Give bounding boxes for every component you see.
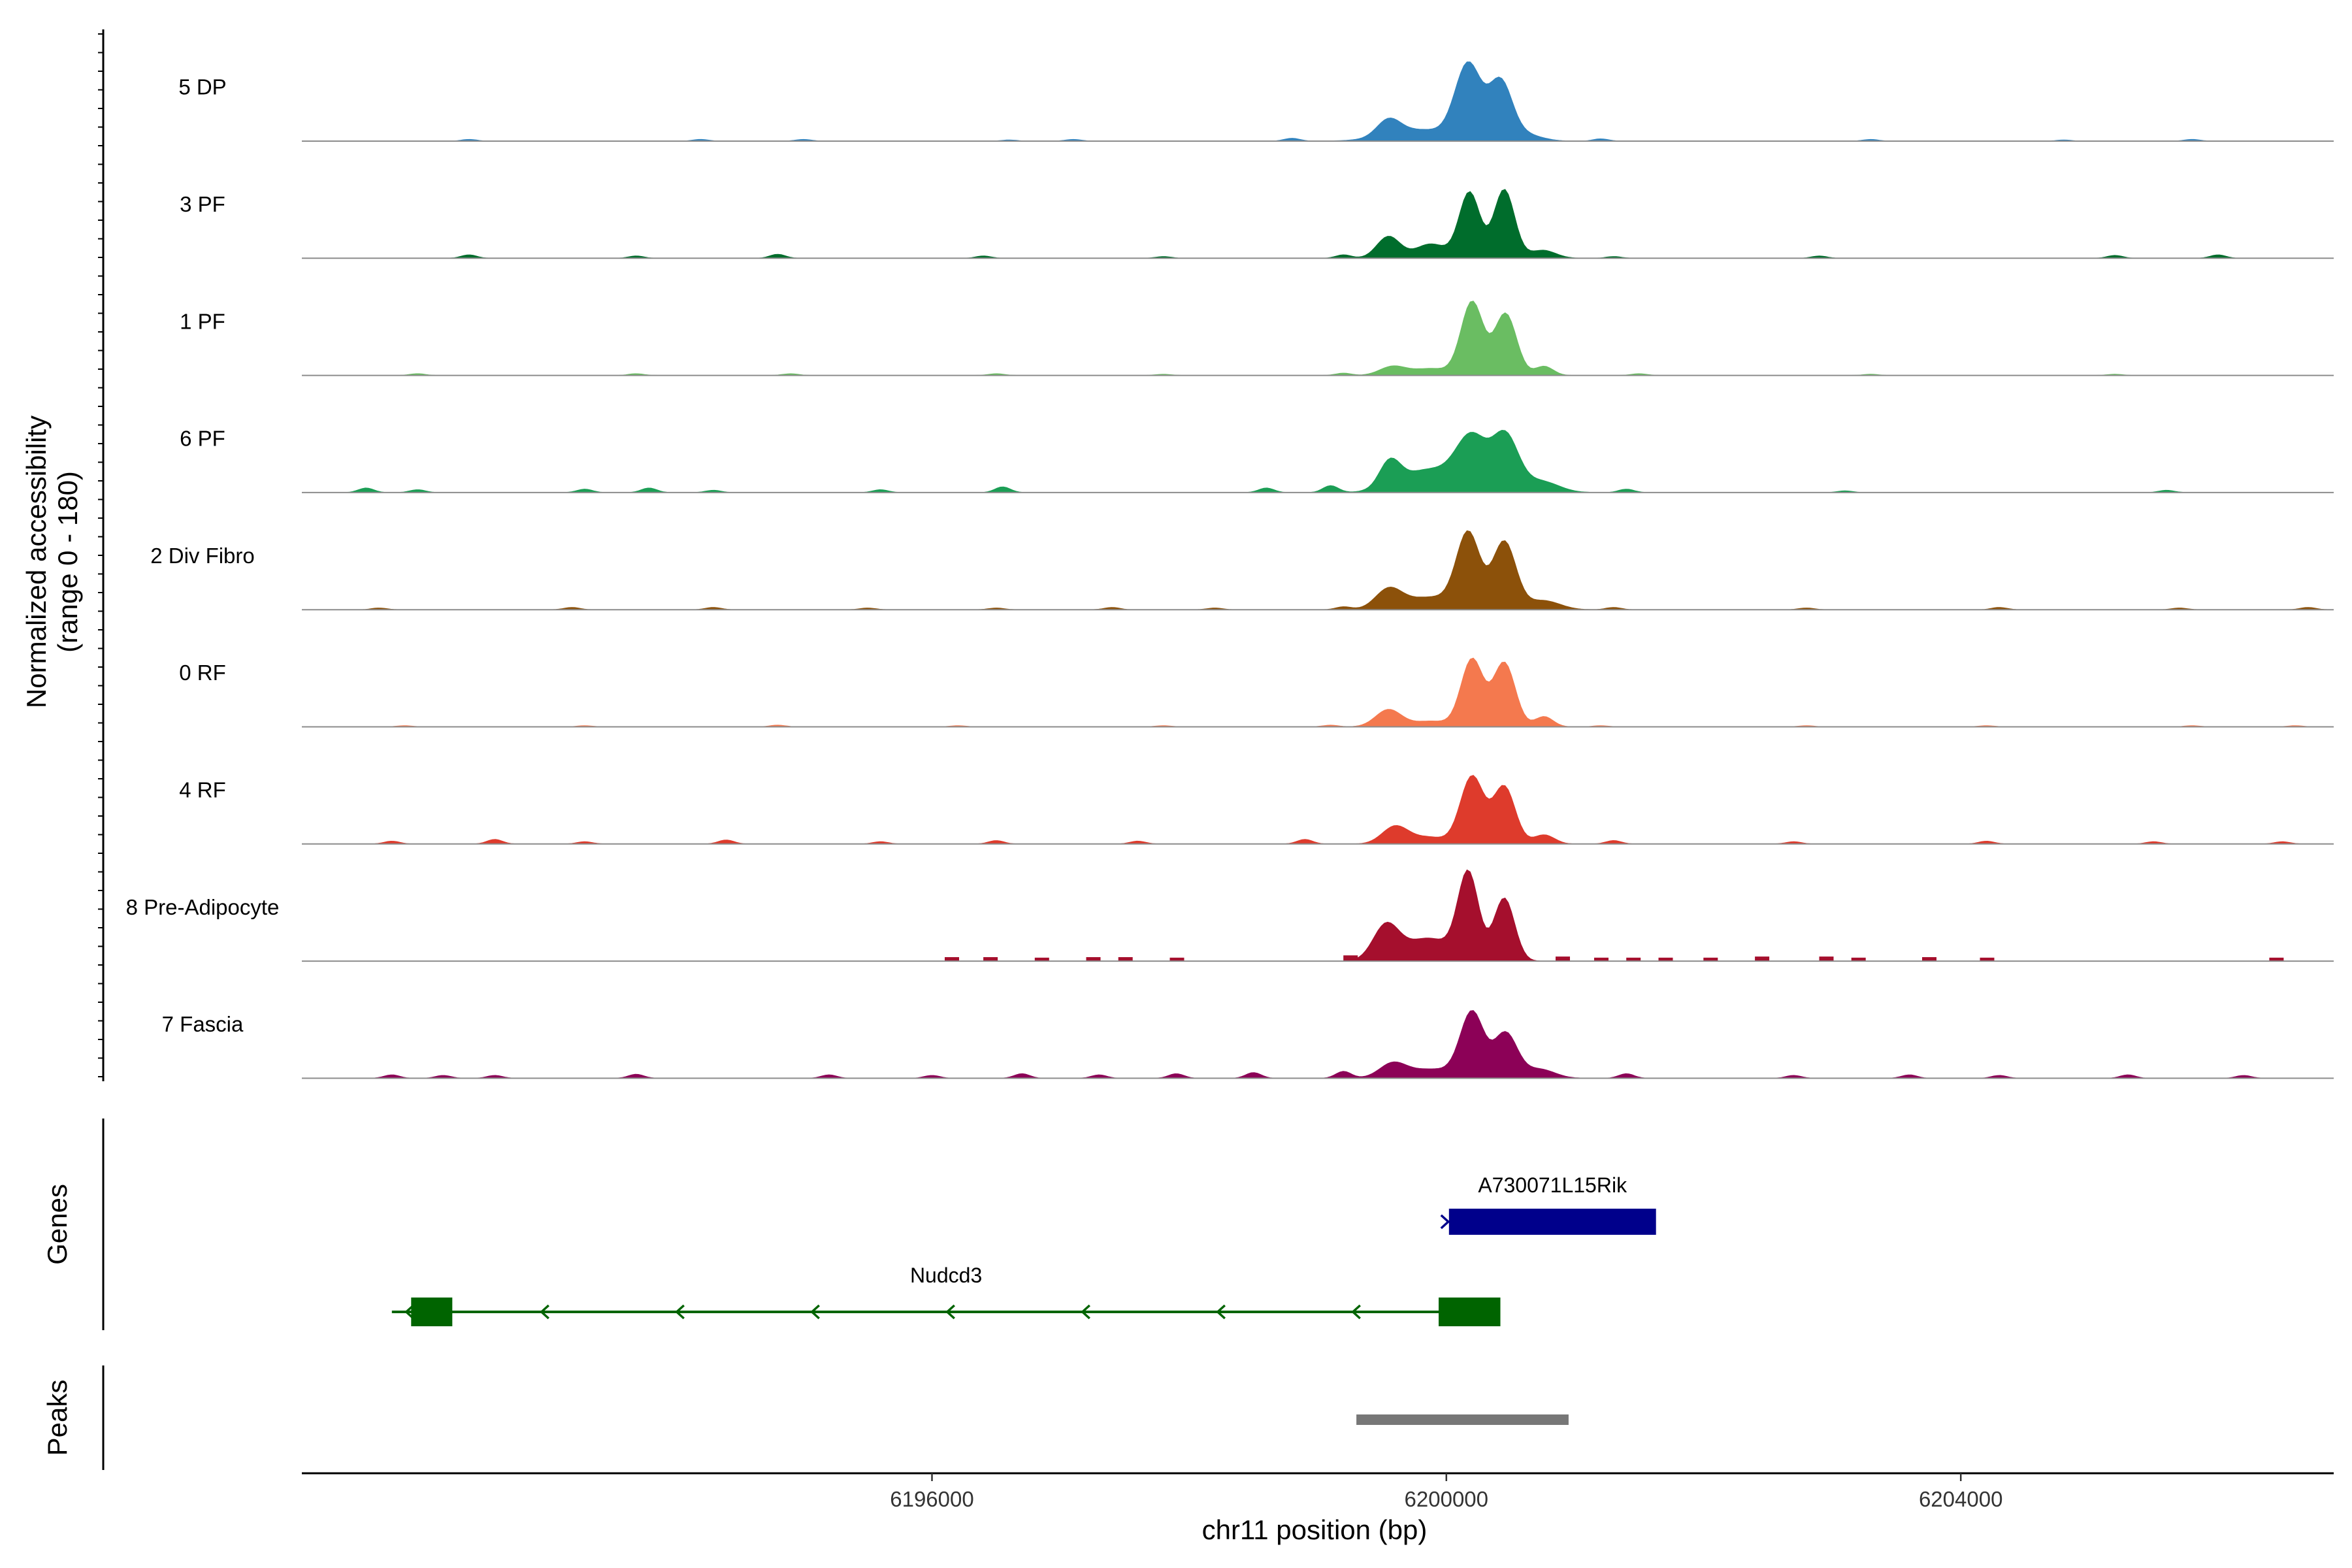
- y-axis-title: Normalized accessibility: [21, 416, 52, 708]
- coverage-block: [2269, 957, 2284, 962]
- x-tick-label: 6200000: [1405, 1487, 1488, 1511]
- gene-name: Nudcd3: [910, 1264, 982, 1287]
- track-label: 8 Pre-Adipocyte: [126, 895, 280, 919]
- y-axis-range: (range 0 - 180): [52, 471, 83, 653]
- exon: [411, 1298, 453, 1326]
- coverage-area: [302, 657, 2334, 728]
- coverage-block: [1086, 957, 1101, 962]
- track-label: 3 PF: [180, 192, 225, 216]
- track-1: 3 PF: [180, 189, 2334, 259]
- strand-arrow: [540, 1304, 549, 1320]
- track-0: 5 DP: [178, 61, 2334, 142]
- strand-arrow: [1216, 1304, 1226, 1320]
- coverage-block: [1034, 957, 1049, 962]
- track-label: 2 Div Fibro: [150, 544, 255, 568]
- peak-bar: [1356, 1414, 1569, 1425]
- track-label: 0 RF: [179, 661, 226, 685]
- peaks-track: [1356, 1414, 1569, 1425]
- x-tick-label: 6204000: [1919, 1487, 2002, 1511]
- exon: [1439, 1298, 1501, 1326]
- coverage-area: [302, 429, 2334, 493]
- coverage-area: [302, 775, 2334, 845]
- x-axis-title: chr11 position (bp): [1202, 1514, 1428, 1545]
- coverage-block: [1851, 957, 1866, 962]
- coverage-area: [302, 61, 2334, 142]
- coverage-area: [302, 301, 2334, 376]
- strand-arrow: [404, 1304, 414, 1320]
- strand-arrow: [810, 1304, 820, 1320]
- gene-0: A730071L15Rik: [1440, 1173, 1656, 1235]
- track-5: 0 RF: [179, 657, 2334, 728]
- coverage-block: [1703, 957, 1718, 962]
- x-tick-label: 6196000: [890, 1487, 973, 1511]
- coverage-block: [1118, 957, 1133, 962]
- coverage-block: [1594, 957, 1609, 962]
- track-8: 7 Fascia: [162, 1010, 2334, 1079]
- track-6: 4 RF: [179, 775, 2334, 845]
- coverage-area: [302, 1010, 2334, 1079]
- genes-track: A730071L15Rik Nudcd3: [391, 1173, 1656, 1326]
- coverage-block: [1819, 956, 1834, 962]
- track-4: 2 Div Fibro: [150, 530, 2334, 611]
- gene-name: A730071L15Rik: [1478, 1173, 1627, 1197]
- coverage-block: [983, 957, 998, 962]
- coverage-block: [1755, 956, 1770, 962]
- track-label: 6 PF: [180, 427, 225, 451]
- track-3: 6 PF: [180, 427, 2334, 493]
- coverage-block: [945, 957, 959, 962]
- coverage-block: [1980, 957, 1995, 962]
- track-label: 7 Fascia: [162, 1012, 244, 1036]
- track-label: 5 DP: [178, 75, 226, 99]
- coverage-block: [1343, 955, 1358, 962]
- track-label: 4 RF: [179, 778, 226, 802]
- strand-arrow: [1440, 1214, 1450, 1230]
- strand-arrow: [1081, 1304, 1090, 1320]
- coverage-area: [302, 869, 2334, 962]
- coverage-block: [1922, 957, 1936, 962]
- strand-arrow: [945, 1304, 955, 1320]
- x-axis: 6196000 6200000 6204000: [302, 1472, 2334, 1511]
- coverage-block: [1556, 956, 1570, 962]
- coverage-tracks: 5 DP 3 PF 1 PF 6 PF 2 Div Fibro 0 RF 4 RF 8 Pre…: [126, 61, 2334, 1079]
- coverage-area: [302, 530, 2334, 610]
- strand-arrow: [675, 1304, 685, 1320]
- track-2: 1 PF: [180, 301, 2334, 376]
- coverage-block: [1626, 957, 1641, 962]
- coverage-area: [302, 189, 2334, 259]
- y-axis: [98, 29, 105, 1081]
- coverage-block: [1169, 957, 1184, 962]
- strand-arrow: [1351, 1304, 1361, 1320]
- track-label: 1 PF: [180, 309, 225, 333]
- genes-side-label: Genes: [42, 1184, 73, 1265]
- peaks-side-label: Peaks: [42, 1380, 73, 1456]
- coverage-block: [1658, 957, 1673, 962]
- gene-1: Nudcd3: [391, 1264, 1501, 1326]
- track-7: 8 Pre-Adipocyte: [126, 869, 2334, 962]
- exon: [1448, 1209, 1656, 1235]
